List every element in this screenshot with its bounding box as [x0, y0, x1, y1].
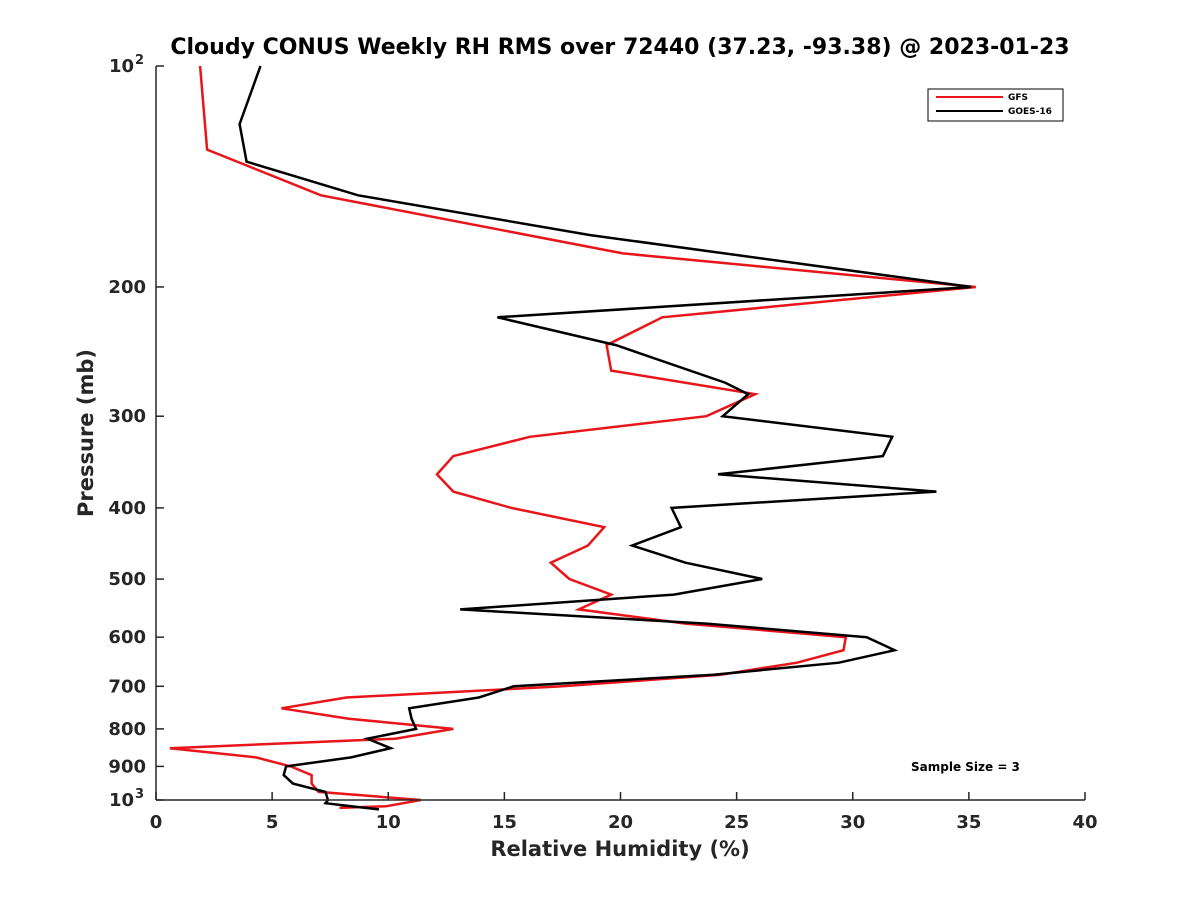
- series-line-goes-16: [238, 65, 972, 811]
- legend: GFS GOES-16: [927, 88, 1064, 122]
- y-axis-label: Pressure (mb): [74, 349, 98, 517]
- x-tick-label: 40: [1072, 812, 1097, 833]
- y-tick-label: 10: [109, 56, 134, 77]
- y-tick-label: 600: [108, 627, 146, 648]
- y-tick-label: 300: [108, 406, 146, 427]
- y-tick-label: 400: [108, 498, 146, 519]
- y-tick-label: 800: [108, 719, 146, 740]
- y-tick-label: 500: [108, 569, 146, 590]
- y-tick-exponent: 3: [135, 787, 144, 802]
- x-tick-label: 35: [956, 812, 981, 833]
- x-ticks: 0 5 10 15 20 25 30 35 40: [150, 792, 1098, 833]
- series-layer: [169, 65, 976, 811]
- y-tick-label: 900: [108, 756, 146, 777]
- chart-title: Cloudy CONUS Weekly RH RMS over 72440 (3…: [170, 35, 1069, 60]
- x-tick-label: 10: [376, 812, 401, 833]
- series-line-gfs: [169, 65, 976, 810]
- plot-area: [156, 66, 1085, 800]
- y-tick-label: 700: [108, 676, 146, 697]
- y-tick-label: 200: [108, 277, 146, 298]
- x-tick-label: 30: [840, 812, 865, 833]
- x-tick-label: 20: [608, 812, 633, 833]
- sample-size-annotation: Sample Size = 3: [911, 760, 1020, 774]
- x-tick-label: 5: [266, 812, 279, 833]
- x-axis-label: Relative Humidity (%): [490, 837, 749, 861]
- x-tick-label: 0: [150, 812, 163, 833]
- x-tick-label: 15: [492, 812, 517, 833]
- legend-label-gfs: GFS: [1008, 93, 1028, 103]
- legend-label-goes-16: GOES-16: [1008, 107, 1052, 117]
- x-tick-label: 25: [724, 812, 749, 833]
- legend-box: [927, 88, 1064, 122]
- y-tick-label: 10: [109, 790, 134, 811]
- y-tick-exponent: 2: [135, 53, 144, 68]
